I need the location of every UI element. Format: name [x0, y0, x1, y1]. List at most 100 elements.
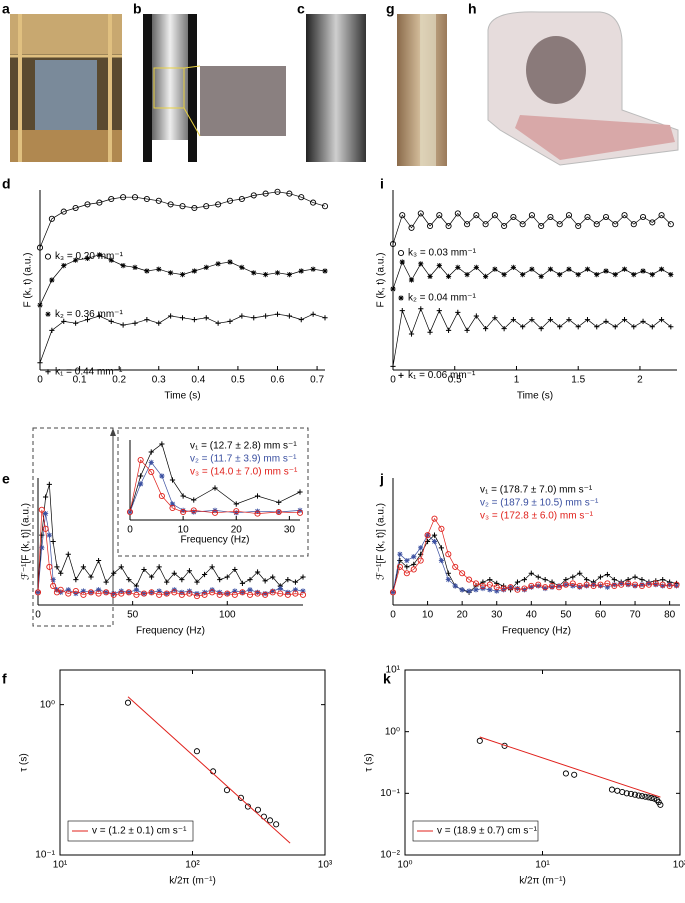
marker [215, 201, 222, 208]
panel-label: e [2, 471, 10, 487]
legend-label: v = (18.9 ± 0.7) cm s⁻¹ [437, 826, 538, 837]
marker [133, 587, 140, 593]
marker [501, 587, 507, 593]
marker [557, 324, 563, 330]
marker [549, 584, 555, 590]
marker [612, 272, 618, 278]
series-line [37, 513, 304, 594]
marker [262, 590, 268, 597]
marker [510, 213, 517, 221]
marker [148, 459, 154, 465]
marker [274, 311, 281, 317]
marker [191, 204, 198, 212]
marker [169, 477, 176, 483]
marker [286, 190, 293, 197]
x-tick-label: 30 [491, 610, 503, 621]
marker [84, 317, 91, 323]
marker [212, 485, 218, 491]
marker [137, 456, 144, 464]
marker [232, 566, 238, 573]
y-tick-label: 10⁻² [380, 850, 400, 861]
x-tick-label: 0.6 [271, 375, 285, 386]
marker [277, 590, 284, 597]
x-tick-label: 0 [390, 610, 396, 621]
series-line [392, 517, 677, 593]
marker [292, 587, 299, 593]
marker [403, 570, 410, 577]
marker [224, 574, 230, 580]
marker [87, 589, 95, 596]
x-tick-label: 10¹ [53, 860, 68, 871]
marker [473, 212, 480, 219]
marker [88, 574, 94, 580]
marker [514, 586, 521, 593]
marker [300, 588, 306, 594]
marker [84, 255, 91, 261]
marker [427, 273, 433, 279]
series-line [39, 191, 326, 248]
marker [186, 568, 193, 574]
marker [180, 493, 186, 499]
marker [247, 587, 253, 593]
marker [49, 327, 55, 333]
marker [431, 515, 438, 522]
marker [96, 199, 103, 206]
marker [535, 574, 541, 580]
marker [96, 313, 102, 319]
marker [254, 569, 261, 575]
marker [673, 581, 680, 588]
marker [487, 577, 493, 583]
marker [528, 582, 535, 590]
marker [538, 326, 544, 332]
marker [473, 313, 479, 319]
marker [61, 263, 67, 269]
marker [286, 313, 292, 319]
marker [273, 821, 280, 828]
marker [418, 545, 424, 551]
marker [158, 492, 165, 500]
marker [179, 272, 186, 278]
x-tick-label: 20 [457, 610, 469, 621]
marker [143, 195, 150, 203]
marker [251, 315, 257, 321]
marker [72, 587, 79, 595]
marker [50, 577, 56, 583]
marker [239, 580, 246, 587]
marker [247, 577, 253, 583]
marker [577, 570, 583, 576]
marker [34, 589, 42, 596]
marker [209, 589, 216, 596]
marker [180, 507, 186, 513]
marker [638, 582, 646, 590]
x-tick-label: 0.7 [310, 375, 324, 386]
marker [528, 570, 534, 576]
marker [38, 506, 45, 513]
marker [594, 324, 600, 330]
marker [611, 582, 618, 590]
marker [110, 591, 117, 598]
marker [542, 584, 549, 591]
marker [455, 264, 461, 270]
marker [542, 585, 548, 592]
marker [254, 590, 261, 597]
marker [276, 499, 282, 505]
marker [397, 557, 403, 564]
marker [111, 570, 117, 576]
x-tick-label: 60 [595, 610, 607, 621]
marker [298, 268, 304, 274]
marker [593, 221, 600, 228]
marker [640, 318, 646, 324]
marker [232, 588, 238, 594]
marker [44, 253, 52, 260]
marker [653, 582, 659, 588]
marker [169, 504, 176, 512]
marker [144, 268, 150, 274]
marker [445, 551, 452, 558]
marker [483, 273, 489, 279]
series-line [129, 443, 301, 513]
marker [618, 581, 625, 588]
legend-box [67, 820, 194, 842]
marker [322, 268, 328, 274]
series-line [39, 254, 326, 306]
marker [111, 590, 117, 597]
